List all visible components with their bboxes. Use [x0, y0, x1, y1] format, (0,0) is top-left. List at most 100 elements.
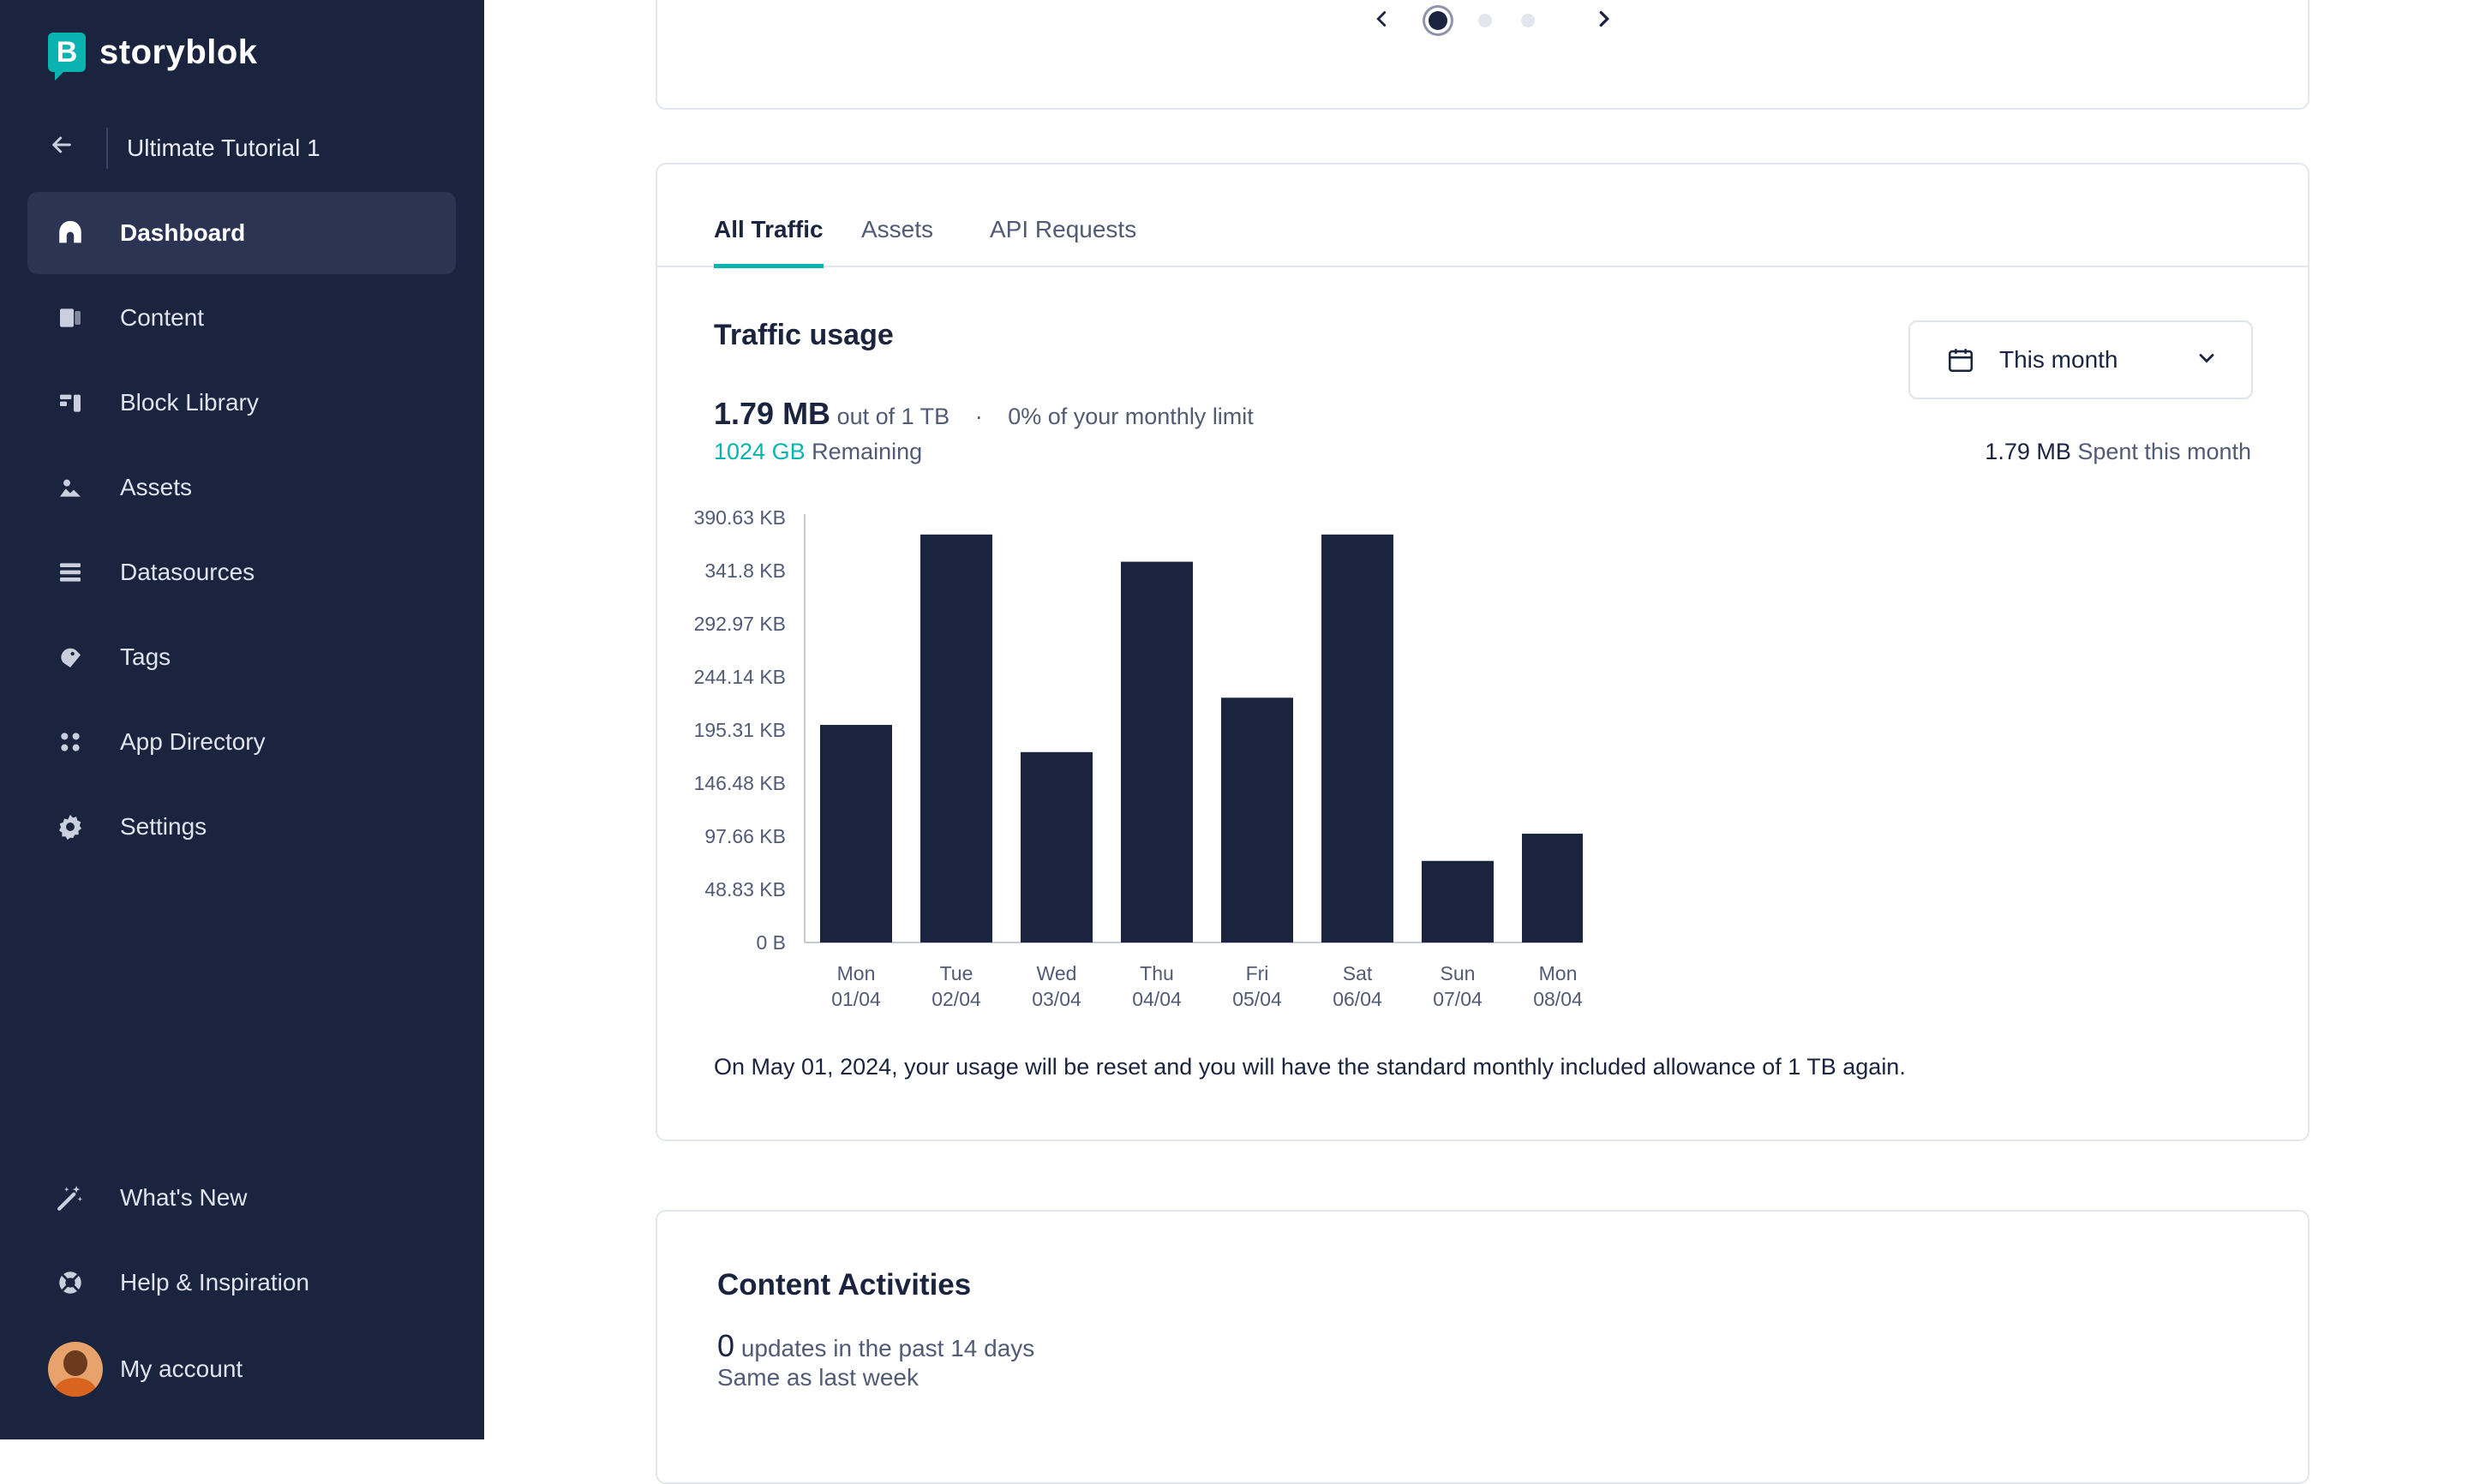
sidebar-item-whats-new[interactable]: What's New — [27, 1157, 456, 1239]
logo-mark: B — [48, 33, 86, 81]
chevron-left-icon[interactable] — [1369, 2, 1394, 44]
bar[interactable] — [1422, 860, 1494, 942]
remaining-value: 1024 GB — [714, 439, 806, 464]
bar[interactable] — [820, 725, 892, 942]
activities-count-label: updates in the past 14 days — [740, 1335, 1035, 1361]
space-back-link[interactable]: Ultimate Tutorial 1 — [48, 127, 320, 170]
x-tick-day: Sun — [1441, 962, 1476, 984]
chevron-down-icon — [2199, 354, 2214, 363]
y-tick-label: 195.31 KB — [694, 719, 786, 741]
arrow-left-icon[interactable] — [48, 131, 91, 166]
bar[interactable] — [1121, 561, 1193, 942]
account-label: My account — [120, 1355, 243, 1382]
bar[interactable] — [1021, 751, 1093, 942]
usage-limit: out of 1 TB — [836, 404, 950, 429]
remaining-summary: 1024 GB Remaining — [714, 439, 922, 465]
activities-title: Content Activities — [717, 1268, 972, 1301]
avatar[interactable] — [48, 1342, 103, 1397]
activities-count: 0 — [717, 1328, 735, 1363]
x-tick-day: Sat — [1343, 962, 1373, 984]
x-tick-day: Mon — [837, 962, 876, 984]
tags-icon — [53, 640, 87, 674]
bar[interactable] — [1321, 534, 1393, 942]
carousel-dot-1[interactable] — [1429, 11, 1447, 30]
sidebar-item-label: What's New — [120, 1184, 248, 1211]
chevron-right-icon[interactable] — [1591, 2, 1617, 44]
x-tick-date: 02/04 — [931, 988, 981, 1010]
sidebar-item-label: Content — [120, 304, 205, 331]
sidebar-item-label: App Directory — [120, 728, 266, 755]
datasources-icon — [53, 555, 87, 589]
sidebar-item-help[interactable]: Help & Inspiration — [27, 1242, 456, 1324]
reset-note: On May 01, 2024, your usage will be rese… — [714, 1054, 1906, 1080]
content-icon — [53, 301, 87, 335]
y-tick-label: 97.66 KB — [704, 825, 786, 847]
sidebar-item-datasources[interactable]: Datasources — [27, 531, 456, 613]
sidebar-item-block-library[interactable]: Block Library — [27, 362, 456, 444]
space-name: Ultimate Tutorial 1 — [127, 135, 320, 161]
app-directory-icon — [53, 725, 87, 759]
bar[interactable] — [1221, 697, 1293, 942]
x-tick-date: 07/04 — [1433, 988, 1483, 1010]
x-tick-date: 04/04 — [1132, 988, 1182, 1010]
carousel-dot-2[interactable] — [1478, 14, 1492, 27]
sidebar-item-label: Datasources — [120, 559, 255, 585]
sidebar-item-settings[interactable]: Settings — [27, 786, 456, 868]
sidebar-item-label: Dashboard — [120, 219, 246, 246]
sidebar-item-label: Tags — [120, 643, 171, 670]
x-tick-date: 01/04 — [831, 988, 881, 1010]
x-tick-date: 08/04 — [1533, 988, 1583, 1010]
settings-icon — [53, 810, 87, 844]
spent-summary: 1.79 MB Spent this month — [1985, 439, 2251, 465]
divider — [106, 128, 108, 169]
sidebar: B storyblok Ultimate Tutorial 1 Dashboar… — [0, 0, 484, 1439]
y-tick-label: 292.97 KB — [694, 613, 786, 635]
remaining-label: Remaining — [812, 439, 923, 464]
sidebar-item-assets[interactable]: Assets — [27, 446, 456, 529]
tab-all-traffic[interactable]: All Traffic — [714, 216, 824, 268]
block-library-icon — [53, 386, 87, 420]
bar[interactable] — [1522, 834, 1583, 942]
x-tick-day: Thu — [1140, 962, 1174, 984]
spent-label: Spent this month — [2077, 439, 2251, 464]
tab-assets[interactable]: Assets — [861, 216, 934, 242]
storyblok-logo[interactable]: B storyblok — [48, 29, 258, 81]
logo-text: storyblok — [99, 33, 258, 71]
y-tick-label: 48.83 KB — [704, 878, 786, 901]
x-tick-day: Tue — [940, 962, 973, 984]
sidebar-item-label: Help & Inspiration — [120, 1269, 310, 1296]
magic-wand-icon — [53, 1181, 87, 1215]
sidebar-item-label: Settings — [120, 813, 207, 840]
traffic-tabs: All Traffic Assets API Requests — [657, 165, 2308, 268]
traffic-title: Traffic usage — [714, 319, 894, 351]
usage-percent: 0% of your monthly limit — [1008, 404, 1254, 429]
sidebar-item-content[interactable]: Content — [27, 277, 456, 359]
y-tick-label: 244.14 KB — [694, 666, 786, 688]
carousel-card — [656, 0, 2309, 110]
sidebar-item-tags[interactable]: Tags — [27, 616, 456, 698]
lifebuoy-icon — [53, 1266, 87, 1300]
activities-comparison: Same as last week — [717, 1364, 919, 1391]
y-tick-label: 146.48 KB — [694, 772, 786, 794]
dot-separator: · — [974, 404, 983, 429]
activities-count-line: 0 updates in the past 14 days — [717, 1328, 1034, 1364]
tab-api-requests[interactable]: API Requests — [990, 216, 1137, 242]
content-activities-card: Content Activities 0 updates in the past… — [656, 1210, 2309, 1484]
carousel-dot-3[interactable] — [1521, 14, 1535, 27]
period-select[interactable]: This month — [1908, 320, 2253, 399]
calendar-icon — [1948, 349, 1974, 373]
traffic-card: All Traffic Assets API Requests Traffic … — [656, 163, 2309, 1141]
sidebar-item-app-directory[interactable]: App Directory — [27, 701, 456, 783]
y-tick-label: 390.63 KB — [694, 507, 786, 529]
traffic-bar-chart: 0 B 48.83 KB 97.66 KB 146.48 KB 195.31 KB 244… — [694, 507, 1583, 1010]
x-tick-day: Wed — [1037, 962, 1077, 984]
dashboard-icon — [53, 216, 87, 250]
sidebar-item-label: Assets — [120, 474, 193, 500]
sidebar-item-dashboard[interactable]: Dashboard — [27, 192, 456, 274]
bar[interactable] — [920, 534, 992, 942]
spent-value: 1.79 MB — [1985, 439, 2071, 464]
carousel-controls — [657, 2, 2308, 36]
usage-summary: 1.79 MB out of 1 TB · 0% of your monthly… — [714, 396, 1254, 432]
my-account[interactable]: My account — [48, 1342, 243, 1397]
x-tick-date: 06/04 — [1333, 988, 1382, 1010]
